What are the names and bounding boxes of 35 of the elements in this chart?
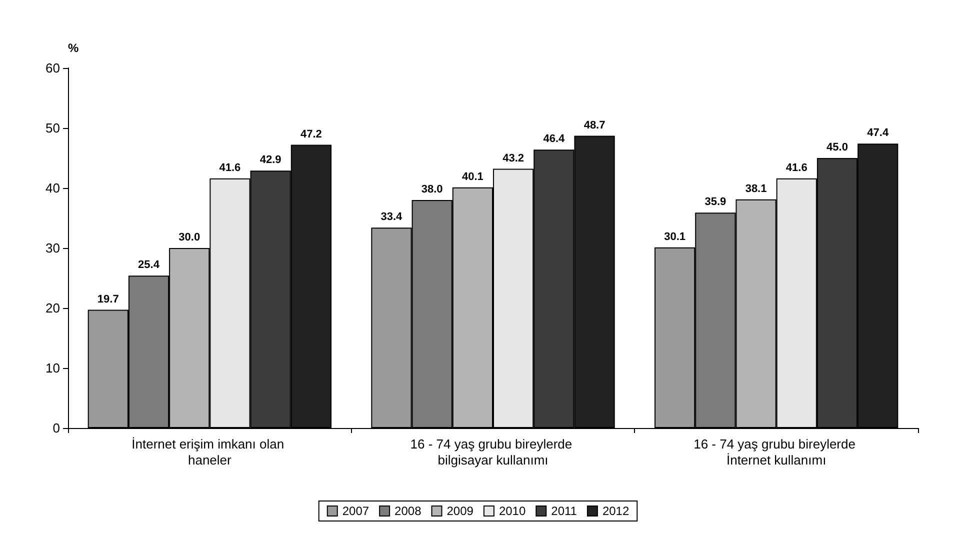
legend-label: 2008 xyxy=(394,504,422,518)
x-tick-label: İnternet erişim imkanı olan haneler xyxy=(132,436,288,468)
y-tick-label: 10 xyxy=(46,360,60,376)
data-label: 25.4 xyxy=(138,259,160,272)
y-tick-label: 30 xyxy=(46,240,60,256)
data-label: 38.0 xyxy=(421,184,443,196)
legend-label: 2012 xyxy=(602,504,630,518)
legend-label: 2011 xyxy=(551,504,578,518)
y-tick-label: 50 xyxy=(46,120,60,136)
y-tick-label: 20 xyxy=(46,300,60,316)
data-label: 45.0 xyxy=(826,142,848,154)
legend-label: 2010 xyxy=(498,504,526,518)
data-label: 35.9 xyxy=(704,196,726,208)
data-label: 41.6 xyxy=(219,162,241,174)
data-label: 30.0 xyxy=(178,232,200,244)
data-label: 48.7 xyxy=(584,119,606,132)
data-label: 42.9 xyxy=(260,154,282,166)
data-label: 40.1 xyxy=(462,170,484,183)
data-label: 38.1 xyxy=(745,182,767,195)
y-axis-title: % xyxy=(68,41,79,55)
data-label: 47.2 xyxy=(300,128,322,140)
y-tick-label: 40 xyxy=(46,180,60,196)
x-tick-label: 16 - 74 yaş grubu bireylerde İnternet kullanımı xyxy=(694,436,860,468)
y-tick-label: 60 xyxy=(46,60,60,76)
legend-label: 2007 xyxy=(342,504,370,518)
data-label: 33.4 xyxy=(380,211,404,224)
data-label: 41.6 xyxy=(786,162,808,174)
y-tick-label: 0 xyxy=(52,420,60,436)
data-label: 43.2 xyxy=(502,152,524,164)
data-label: 47.4 xyxy=(867,127,890,140)
data-label: 46.4 xyxy=(543,133,566,146)
legend-label: 2009 xyxy=(446,504,474,518)
data-label: 19.7 xyxy=(97,293,119,306)
x-tick-label: 16 - 74 yaş grubu bireylerde bilgisayar kullanımı xyxy=(410,436,576,468)
data-label: 30.1 xyxy=(664,230,686,243)
